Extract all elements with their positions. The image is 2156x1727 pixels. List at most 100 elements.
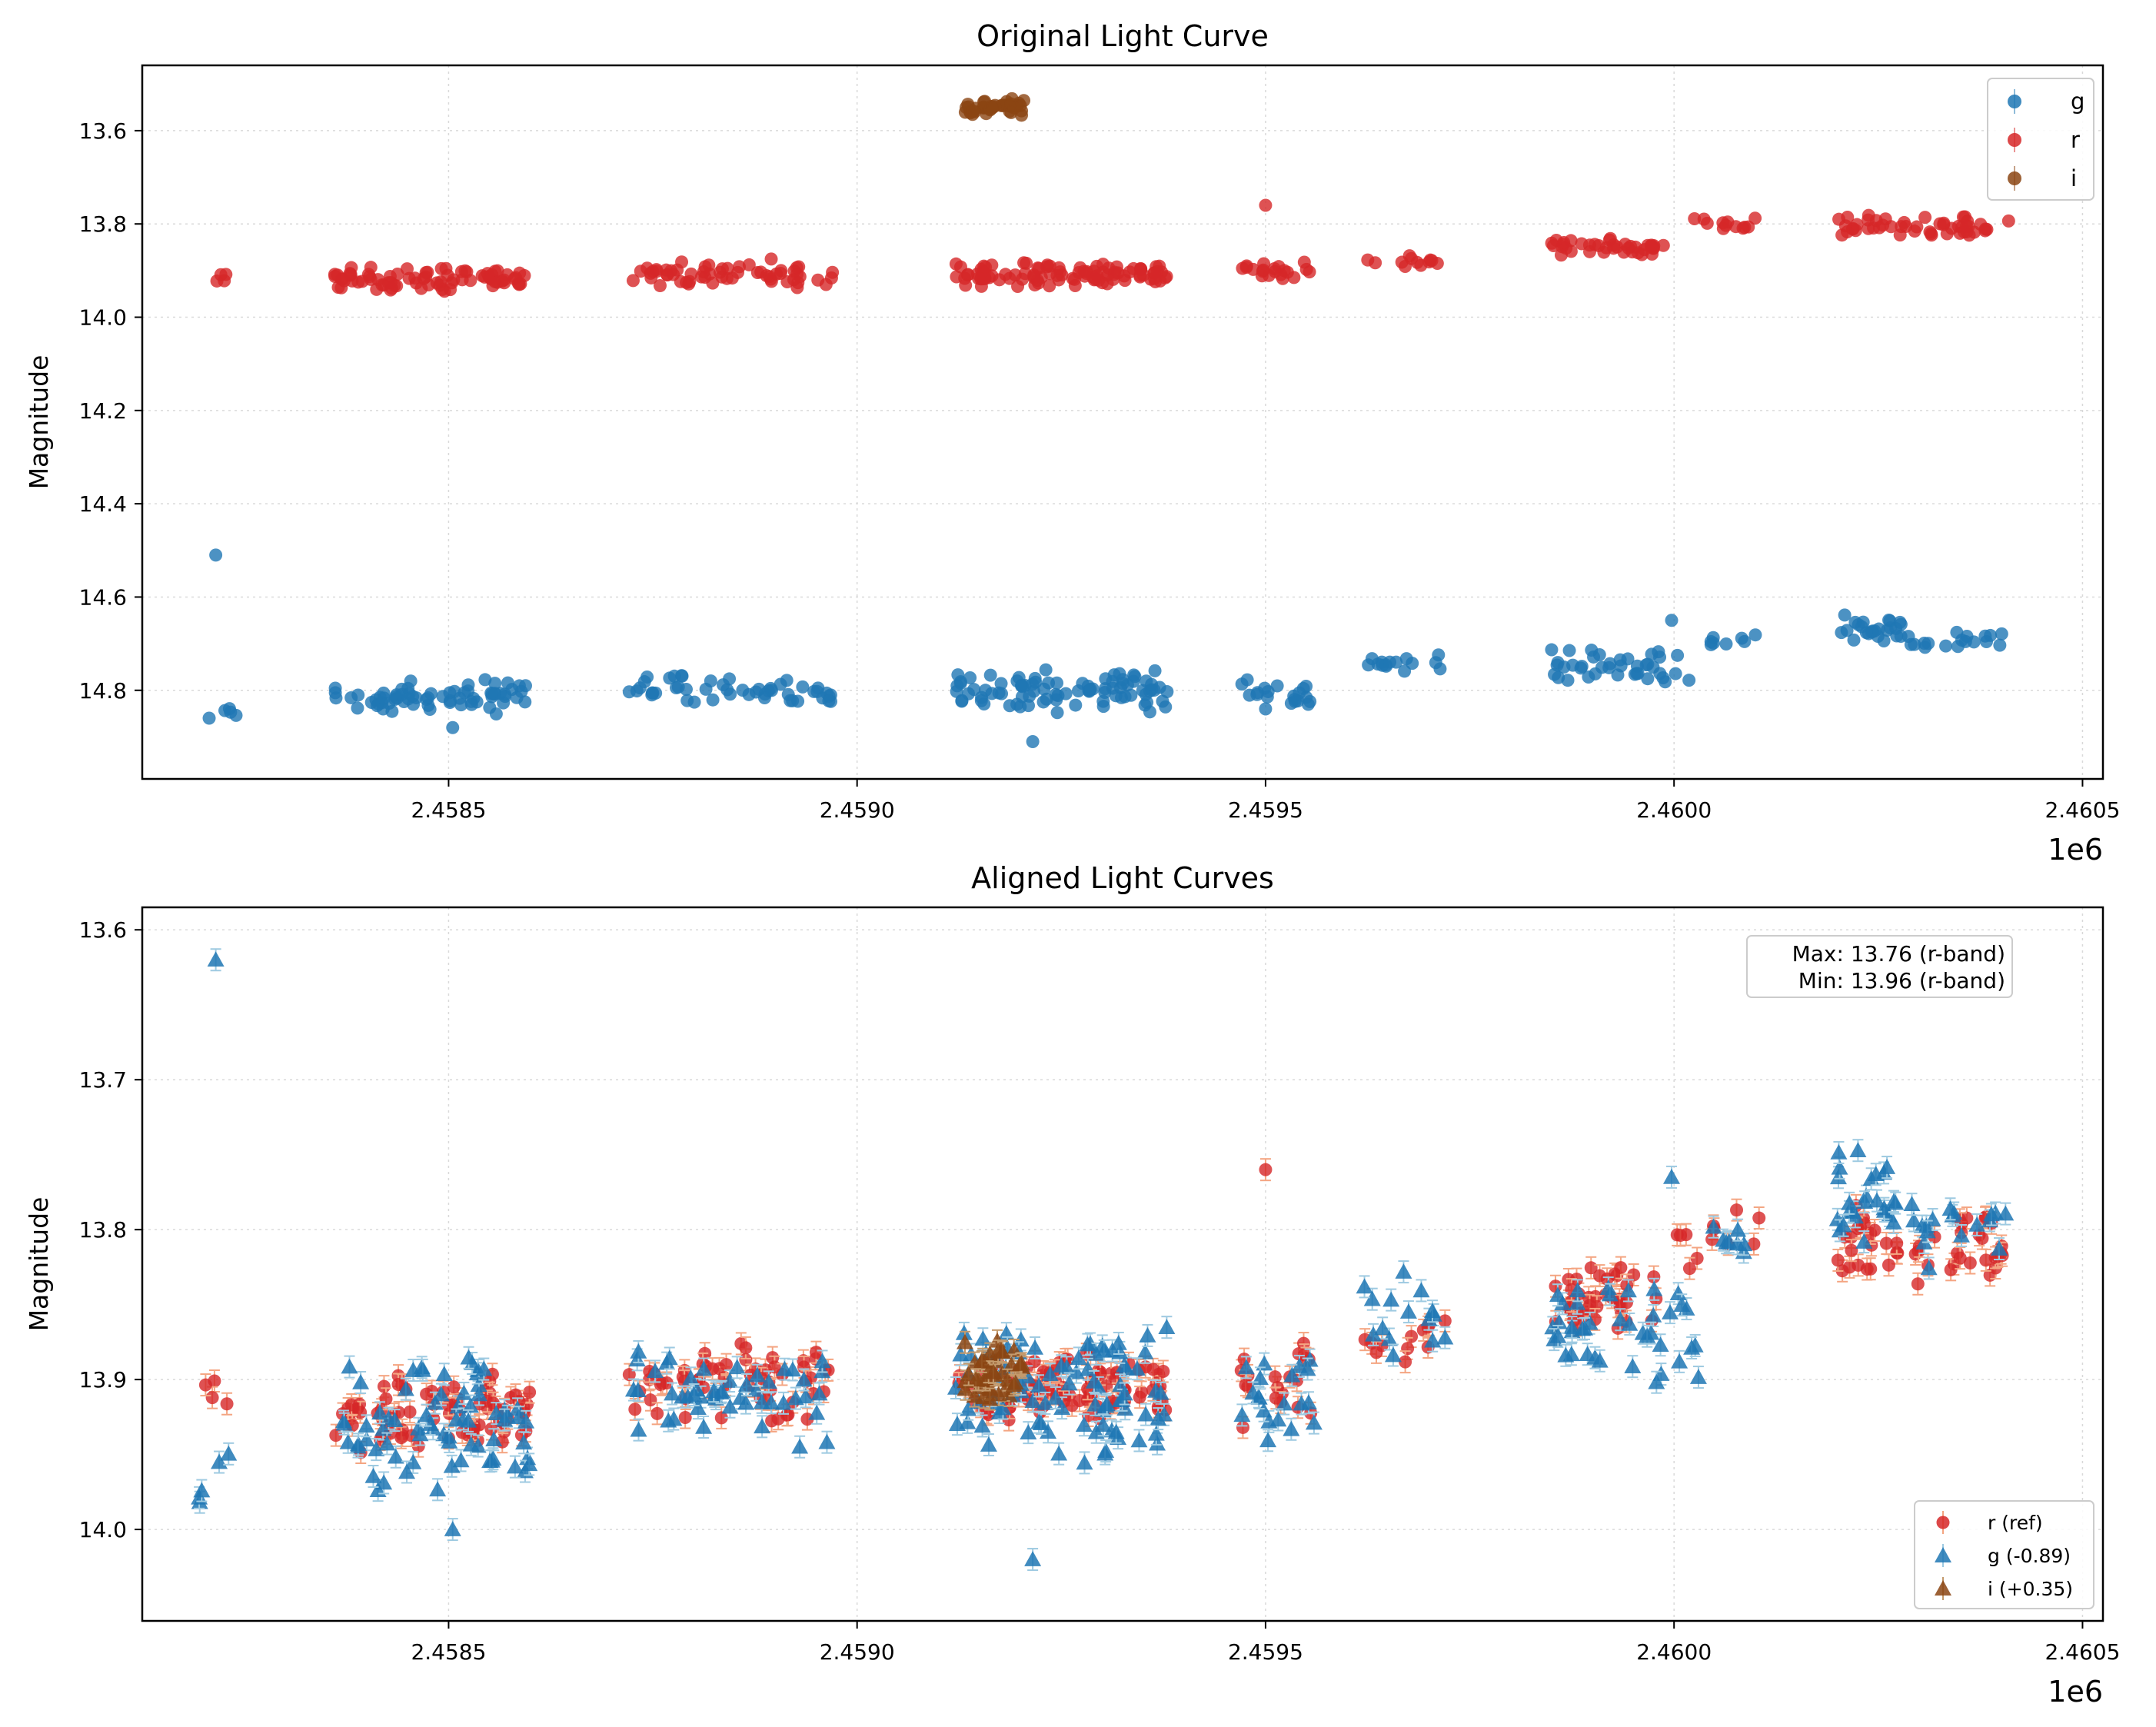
data-point	[1259, 702, 1273, 716]
data-point	[1669, 667, 1682, 680]
data-point	[1841, 225, 1855, 239]
data-point	[1092, 273, 1106, 287]
data-point	[1052, 273, 1066, 287]
data-point	[517, 1413, 535, 1429]
data-point	[1070, 1349, 1087, 1366]
data-point	[1283, 1420, 1300, 1436]
data-point	[1968, 1216, 1986, 1232]
data-point	[1011, 1356, 1029, 1371]
data-point	[1557, 1346, 1575, 1363]
data-point	[1150, 260, 1163, 274]
data-point	[475, 269, 489, 283]
data-point	[990, 1386, 1007, 1402]
data-point	[1885, 1214, 1902, 1230]
data-point	[446, 720, 460, 734]
data-point	[664, 1385, 681, 1401]
data-point	[1671, 1353, 1689, 1369]
data-point	[1859, 626, 1873, 640]
data-point	[1027, 268, 1041, 282]
data-point	[695, 1418, 713, 1434]
x-tick-label: 2.4605	[2045, 797, 2120, 823]
data-point	[1024, 1551, 1042, 1566]
data-point	[391, 267, 404, 281]
data-point	[960, 1366, 977, 1382]
data-point	[220, 1445, 238, 1461]
data-point	[1405, 251, 1419, 265]
data-point	[1026, 677, 1040, 691]
data-point	[808, 1404, 826, 1420]
data-point	[1430, 257, 1444, 271]
data-point	[675, 669, 689, 683]
data-point	[374, 1420, 392, 1436]
data-point	[497, 696, 511, 710]
data-point	[1995, 627, 2008, 641]
data-point	[797, 1388, 814, 1404]
y-tick-label: 14.4	[79, 491, 127, 517]
annotation-box	[1746, 935, 2013, 998]
data-point	[1838, 608, 1852, 622]
data-point	[1079, 1336, 1096, 1352]
data-point	[460, 1412, 477, 1428]
data-point	[220, 1397, 234, 1411]
data-point	[695, 1360, 713, 1376]
data-point	[1855, 1233, 1873, 1249]
data-point	[1083, 682, 1097, 696]
data-point	[1116, 1400, 1134, 1416]
data-point	[715, 262, 729, 276]
data-point	[364, 261, 378, 275]
data-point	[1630, 667, 1644, 680]
legend-label: i (+0.35)	[1988, 1578, 2073, 1600]
y-tick-label: 14.6	[79, 584, 127, 610]
panel-2: 2.4585 2.4590 2.4595 2.4600 2.4605 13.6 13.7 13…	[24, 861, 2120, 1709]
data-point	[475, 1360, 493, 1376]
data-point	[1830, 1143, 1848, 1160]
data-point	[1236, 1420, 1249, 1434]
data-point	[1147, 271, 1161, 285]
data-point	[629, 1382, 647, 1398]
data-point	[455, 1384, 473, 1400]
data-point	[1098, 1396, 1116, 1412]
data-point	[1244, 1384, 1262, 1400]
data-point	[408, 271, 422, 285]
data-point	[1369, 256, 1382, 270]
data-point	[1094, 1416, 1112, 1433]
data-point	[1563, 1319, 1581, 1334]
data-point	[351, 688, 365, 702]
data-point	[1269, 1411, 1287, 1427]
data-point	[401, 692, 415, 706]
data-point	[678, 1410, 692, 1424]
data-point	[1270, 679, 1284, 693]
data-point	[983, 668, 997, 682]
y-tick-label: 14.0	[79, 305, 127, 331]
plot-frame	[141, 906, 2104, 1622]
data-point	[1019, 1368, 1036, 1384]
data-point	[1688, 211, 1702, 225]
y-tick-label: 13.8	[79, 211, 127, 237]
data-point	[1908, 225, 1921, 238]
data-point	[491, 264, 504, 278]
data-point	[985, 687, 999, 700]
data-point	[385, 704, 399, 718]
data-point	[764, 252, 778, 266]
data-point	[1639, 1327, 1656, 1343]
x-tick-label: 2.4600	[1636, 797, 1712, 823]
data-point	[742, 258, 756, 271]
data-point	[1236, 261, 1249, 275]
data-point	[523, 1386, 537, 1399]
data-point	[404, 1362, 422, 1377]
data-point	[1145, 677, 1159, 691]
data-point	[977, 697, 991, 711]
data-point	[955, 694, 969, 708]
data-point	[1276, 271, 1289, 285]
data-point	[1951, 640, 1965, 654]
legend-label: r	[2071, 127, 2080, 153]
data-point	[377, 691, 391, 705]
data-point	[1549, 1327, 1567, 1343]
data-point	[1891, 1246, 1905, 1260]
data-point	[1363, 1290, 1381, 1306]
data-point	[335, 1415, 353, 1431]
data-point	[1736, 221, 1750, 235]
data-point	[1096, 1445, 1114, 1461]
data-point	[400, 262, 414, 276]
